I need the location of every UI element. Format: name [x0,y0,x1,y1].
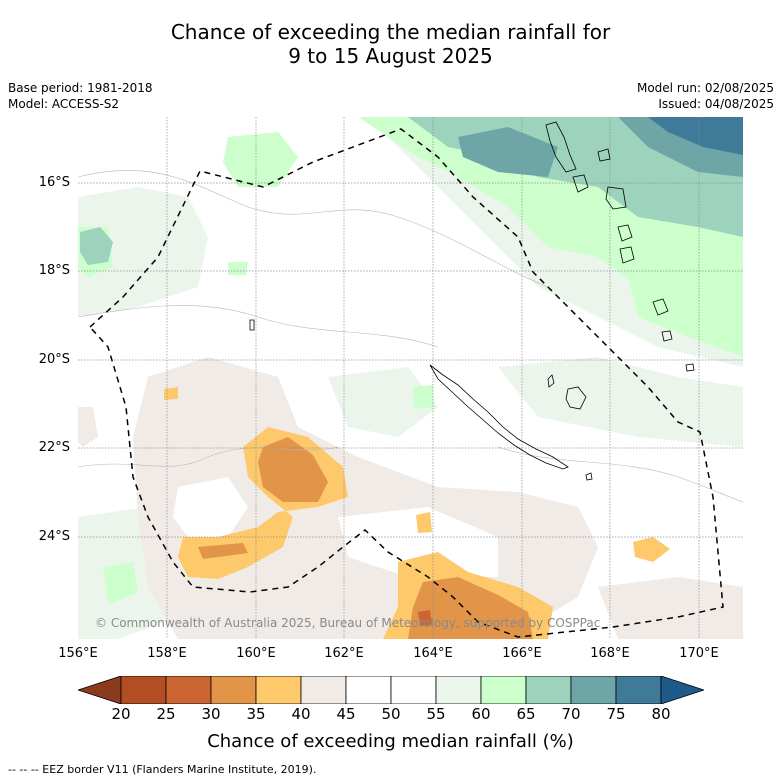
colorbar-segment-9 [525,676,572,704]
lon-label-168e: 168°E [590,646,630,661]
eez-border [88,128,724,638]
colorbar-tick-label: 55 [426,705,446,723]
vanuatu-north-coast [545,121,577,173]
colorbar-segment-7 [435,676,482,704]
issued-text: Issued: 04/08/2025 [658,97,774,111]
chesterfield-coast [249,319,255,331]
vanuatu-island-coast-1 [572,174,589,193]
area-35-40-east [633,537,670,562]
lon-label-166e: 166°E [502,646,542,661]
lat-label-24s: 24°S [38,529,70,544]
area-55-60-central [328,367,438,437]
contour-line-3 [78,446,339,468]
colorbar-tick-label: 60 [471,705,491,723]
vanuatu-island-coast-2 [597,148,611,162]
area-40-45-southeast [598,577,743,639]
colorbar-segments [78,676,704,704]
vanuatu-island-coast-5 [619,246,635,264]
colorbar-segment-11 [615,676,662,704]
contour-line-2 [78,305,439,348]
colorbar-tick-label: 70 [561,705,581,723]
colorbar-tick-label: 30 [201,705,221,723]
area-60-65-southwest [103,562,138,605]
lon-label-158e: 158°E [147,646,187,661]
area-55-60-west [78,187,208,317]
base-period-text: Base period: 1981-2018 [8,81,153,95]
vanuatu-island-coast-7 [661,330,673,342]
lon-label-156e: 156°E [58,646,98,661]
new-caledonia-coast [429,364,569,470]
lat-label-18s: 18°S [38,263,70,278]
colorbar-title: Chance of exceeding median rainfall (%) [207,731,574,752]
colorbar [78,676,704,704]
contour-line-4 [497,446,743,503]
area-40-45-west [78,407,98,447]
colorbar-segment-1 [165,676,212,704]
colorbar-segment-3 [255,676,302,704]
model-run-text: Model run: 02/08/2025 [636,81,774,95]
colorbar-high-extension [660,676,704,704]
copyright-text: © Commonwealth of Australia 2025, Bureau… [95,616,600,630]
probability-75-80-layer [648,117,743,155]
colorbar-low-extension [78,676,122,704]
colorbar-tick-label: 45 [336,705,356,723]
contour-lines [78,170,743,503]
area-30-35-strip [198,543,248,559]
area-25-30-south [418,610,432,626]
lat-label-16s: 16°S [38,175,70,190]
colorbar-tick-label: 35 [246,705,266,723]
map-title-line1: Chance of exceeding the median rainfall … [170,20,611,44]
colorbar-tick-label: 65 [516,705,536,723]
area-70-75-north [458,127,558,177]
colorbar-tick-label: 80 [651,705,671,723]
area-60-65-central [413,385,434,409]
colorbar-tick-label: 20 [111,705,131,723]
colorbar-segment-8 [480,676,527,704]
colorbar-tick-label: 40 [291,705,311,723]
contour-line-1 [78,170,549,288]
vanuatu-island-coast-4 [617,224,633,242]
vanuatu-island-coast-6 [652,298,669,316]
colorbar-segment-4 [300,676,347,704]
probability-30-35-layer [198,437,533,639]
probability-25-30-layer [418,610,432,626]
colorbar-segment-6 [390,676,437,704]
area-60-65-east [628,267,743,357]
vanuatu-island-coast-8 [685,363,695,372]
colorbar-segment-2 [210,676,257,704]
area-35-40-small-1 [416,512,432,533]
colorbar-tick-label: 75 [606,705,626,723]
colorbar-segment-5 [345,676,392,704]
coastlines [249,121,695,481]
loyalty-islands-coast [565,386,587,410]
lat-label-22s: 22°S [38,440,70,455]
small-island-coast [585,472,593,481]
lon-label-160e: 160°E [236,646,276,661]
area-30-35-south [408,577,533,639]
vanuatu-island-coast-3 [605,186,627,210]
probability-45-55-layer [173,477,498,577]
area-75-80-northeast [648,117,743,155]
lon-label-170e: 170°E [679,646,719,661]
colorbar-tick-label: 25 [156,705,176,723]
area-30-35-central [258,437,328,502]
colorbar-segment-10 [570,676,617,704]
model-text: Model: ACCESS-S2 [8,97,120,111]
lon-label-162e: 162°E [324,646,364,661]
lat-label-20s: 20°S [38,352,70,367]
colorbar-segment-0 [120,676,167,704]
area-35-40-small-2 [164,387,178,400]
rainfall-map: © Commonwealth of Australia 2025, Bureau… [78,117,743,639]
area-65-70-west [80,227,113,265]
area-45-55-patch-2 [338,507,498,577]
area-60-65-small [228,262,248,275]
eez-legend-note: -- -- -- EEZ border V11 (Flanders Marine… [8,763,317,776]
graticule [78,117,743,639]
area-45-55-patch-1 [173,477,248,537]
map-title-line2: 9 to 15 August 2025 [288,44,493,68]
area-60-65-north [223,132,298,187]
ouvea-coast [547,374,555,388]
lon-label-164e: 164°E [413,646,453,661]
colorbar-tick-label: 50 [381,705,401,723]
